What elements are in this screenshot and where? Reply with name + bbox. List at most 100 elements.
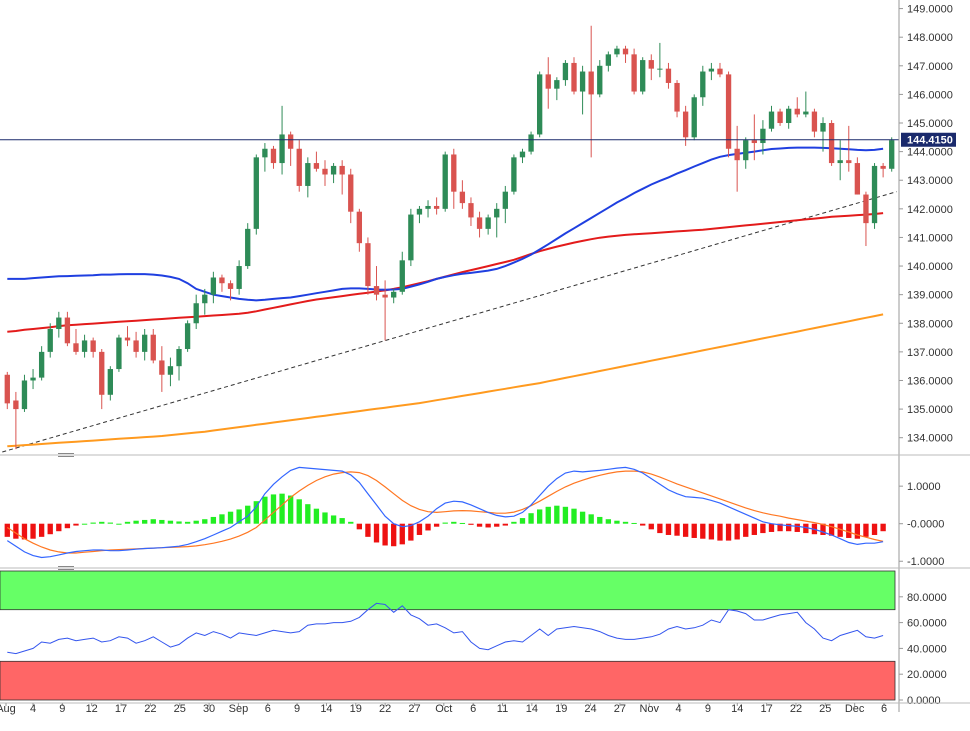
macd-histogram-bar [554,505,560,524]
macd-histogram-bar [305,504,311,524]
macd-histogram-bar [631,522,637,524]
candle [485,214,491,235]
candle [502,185,508,224]
candle [468,197,474,226]
y-tick-label: 141.0000 [907,232,953,244]
candle [416,205,423,224]
panel-resize-handle[interactable] [58,566,74,570]
x-tick-label: Oct [435,703,452,715]
rsi-oversold-zone [0,660,896,701]
macd-histogram-bar [476,523,483,527]
candle [622,45,629,63]
macd-y-tick-label: -0.0000 [907,519,944,531]
macd-histogram-bar [708,523,715,540]
macd-histogram-bar [262,496,268,524]
x-tick-label: 27 [408,703,420,715]
x-tick-label: 6 [265,703,271,715]
x-tick-label: 14 [731,703,743,715]
y-tick-label: 137.0000 [907,347,953,359]
macd-histogram-bar [597,516,603,524]
candle [674,80,680,118]
candle [210,271,217,304]
macd-histogram-bar [828,523,835,536]
candle [863,191,869,247]
x-tick-label: 22 [790,703,802,715]
macd-histogram-bar [184,521,191,524]
macd-y-tick-label: 1.0000 [907,481,941,493]
x-tick-label: 25 [174,703,186,715]
macd-histogram-bar [622,521,629,524]
macd-histogram-bar [279,493,285,524]
candle [597,60,603,98]
macd-histogram-bar [820,523,826,535]
macd-histogram-bar [880,523,886,532]
y-tick-label: 136.0000 [907,375,953,387]
candle [648,54,654,81]
macd-histogram-bar [528,513,534,524]
macd-histogram-bar [433,523,440,527]
candle [605,51,612,72]
sma-200-line [7,313,884,448]
candle [365,237,371,295]
macd-histogram-bar [614,520,620,524]
candle [13,391,19,450]
y-tick-label: 146.0000 [907,89,953,101]
candle [579,65,586,115]
candle [442,151,448,212]
trendline [2,191,897,453]
macd-histogram-bar [124,521,131,524]
x-tick-label: 14 [320,703,332,715]
macd-histogram-bar [854,523,861,539]
rsi-line [7,602,884,655]
x-tick-label: 27 [614,703,626,715]
candle [253,154,259,235]
macd-histogram-bar [73,523,79,526]
macd-histogram-bar [717,523,723,541]
candle [433,197,440,215]
candle [64,311,71,347]
macd-histogram-bar [38,523,45,537]
candle [73,328,79,355]
macd-histogram-bar [468,523,474,525]
price-panel: 149.0000 148.0000 147.0000 146.0000 145.0000… [0,4,956,453]
candle [167,357,174,387]
macd-histogram-bar [348,521,354,524]
macd-histogram-bar [339,518,345,524]
current-price-tag: 144.4150 [901,132,956,147]
macd-histogram-bar [494,523,500,527]
candle [717,62,723,78]
candle [631,48,637,95]
macd-histogram-bar [21,523,28,540]
candle [794,97,800,118]
macd-histogram-bar [287,495,294,524]
candle [219,274,225,292]
candle [554,77,560,101]
macd-histogram-bar [227,511,234,524]
macd-histogram-bar [382,523,388,546]
candle [571,57,577,95]
candle [768,105,775,132]
macd-histogram-bar [210,516,217,524]
candle [21,374,28,412]
macd-histogram-bar [691,523,697,538]
macd-histogram-bar [425,523,431,531]
candle [399,251,405,295]
candle [425,200,431,218]
panel-resize-handle[interactable] [58,453,74,457]
macd-histogram-bar [459,522,466,524]
macd-histogram-bar [107,522,113,524]
macd-histogram-bar [760,523,766,534]
candle [880,163,886,178]
candle [494,203,500,238]
macd-histogram-bar [794,523,800,532]
x-tick-label: Nov [639,703,659,715]
macd-histogram-bar [451,521,457,524]
macd-histogram-bar [99,521,105,524]
sma-100-line [7,212,884,333]
candle [528,131,534,155]
candle [107,366,113,401]
candle [760,120,766,155]
candle [846,125,852,172]
candle [262,143,268,172]
candle [511,154,517,195]
